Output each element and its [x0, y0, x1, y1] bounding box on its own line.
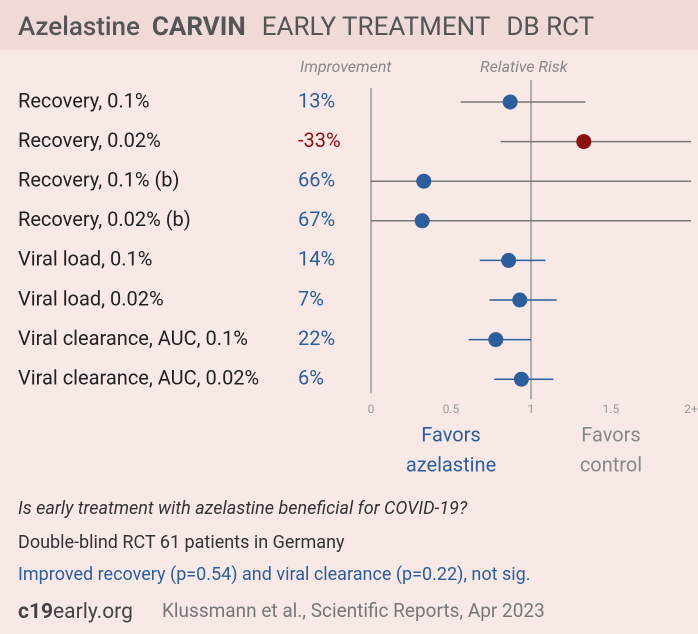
title-bar [0, 0, 698, 50]
x-tick-label: 2+ [684, 402, 698, 416]
point-estimate [502, 94, 518, 110]
improvement-label: 7% [298, 286, 324, 310]
title-part: Azelastine [18, 12, 140, 42]
x-tick-label: 1 [528, 402, 535, 416]
site-rest: early.org [53, 600, 133, 624]
row-label: Viral clearance, AUC, 0.1% [18, 326, 248, 350]
citation: Klussmann et al., Scientific Reports, Ap… [162, 599, 545, 622]
favors-label: Favors [421, 422, 481, 446]
improvement-label: -33% [298, 128, 341, 152]
column-header: Improvement [300, 57, 392, 76]
row-label: Recovery, 0.1% (b) [18, 167, 180, 191]
title-part: CARVIN [152, 12, 246, 42]
point-estimate [501, 252, 517, 268]
row-label: Viral load, 0.02% [18, 286, 164, 310]
favors-label: Favors [581, 422, 641, 446]
point-estimate [576, 134, 592, 150]
point-estimate [513, 371, 529, 387]
chart-title: Azelastine CARVIN EARLY TREATMENT DB RCT [18, 12, 594, 42]
row-label: Recovery, 0.1% [18, 88, 150, 112]
improvement-label: 6% [298, 365, 324, 389]
favors-label: control [580, 452, 642, 476]
title-part: DB RCT [506, 12, 594, 42]
question: Is early treatment with azelastine benef… [18, 498, 468, 519]
point-estimate [414, 213, 430, 229]
x-tick-label: 0.5 [443, 402, 460, 416]
title-part: EARLY TREATMENT [262, 12, 491, 42]
improvement-label: 13% [298, 88, 335, 112]
design: Double-blind RCT 61 patients in Germany [18, 532, 345, 553]
point-estimate [416, 173, 432, 189]
conclusion: Improved recovery (p=0.54) and viral cle… [18, 564, 530, 585]
favors-label: azelastine [406, 452, 496, 476]
column-header: Relative Risk [480, 57, 569, 76]
row-label: Recovery, 0.02% (b) [18, 207, 191, 231]
plot [370, 80, 691, 400]
improvement-label: 66% [298, 167, 335, 191]
site-bold: c19 [18, 600, 53, 624]
improvement-label: 14% [298, 247, 335, 271]
point-estimate [512, 292, 528, 308]
row-label: Recovery, 0.02% [18, 128, 161, 152]
improvement-label: 67% [298, 207, 335, 231]
x-tick-label: 1.5 [603, 402, 620, 416]
point-estimate [488, 332, 504, 348]
site: c19early.org [18, 600, 133, 624]
x-tick-label: 0 [368, 402, 375, 416]
row-label: Viral clearance, AUC, 0.02% [18, 365, 259, 389]
improvement-label: 22% [298, 326, 335, 350]
row-label: Viral load, 0.1% [18, 247, 152, 271]
